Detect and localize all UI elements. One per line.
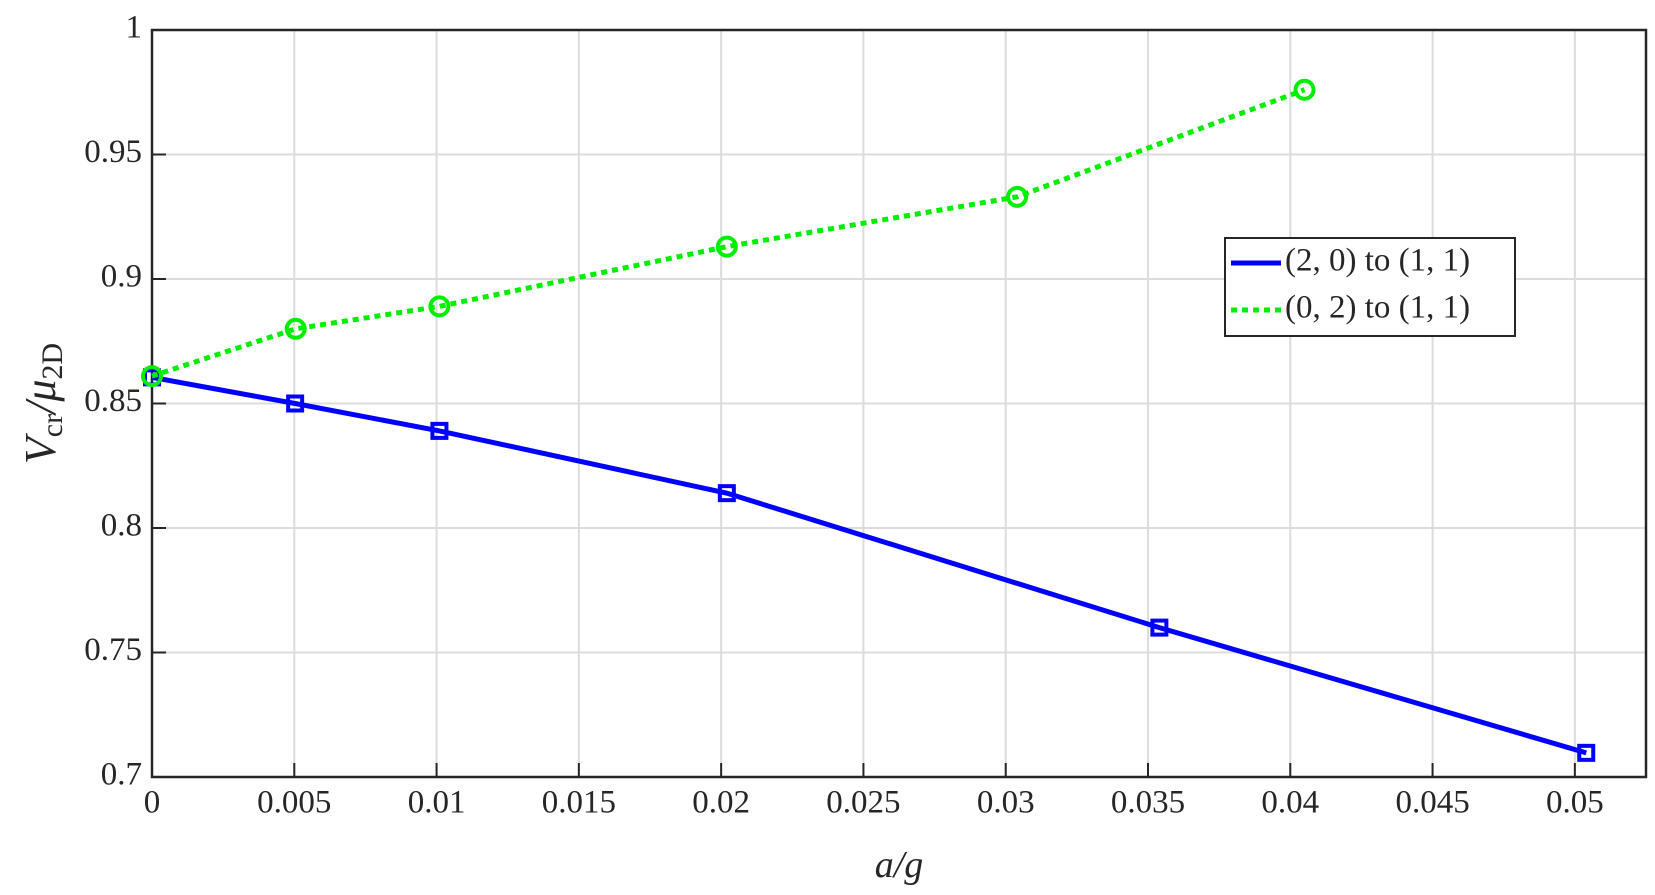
x-tick-label: 0.015 xyxy=(542,785,616,821)
y-label-part: V xyxy=(16,432,65,464)
y-tick-label: 0.75 xyxy=(84,632,142,668)
x-label-part: /g xyxy=(892,844,924,886)
y-tick-label: 0.85 xyxy=(84,383,142,419)
x-tick-label: 0.04 xyxy=(1261,785,1319,821)
marker xyxy=(284,317,307,340)
marker xyxy=(1006,185,1029,208)
series-line xyxy=(151,87,1306,379)
y-tick-label: 0.95 xyxy=(84,134,142,170)
x-tick-label: 0 xyxy=(144,785,161,821)
y-label-part: /μ xyxy=(16,380,65,417)
y-label-part: 2D xyxy=(36,343,69,380)
y-tick-label: 1 xyxy=(126,10,143,46)
marker xyxy=(286,394,305,413)
x-label-part: a xyxy=(875,844,894,886)
x-tick-label: 0.045 xyxy=(1395,785,1469,821)
marker xyxy=(717,484,736,503)
x-tick-label: 0.005 xyxy=(257,785,331,821)
y-axis-label: Vcr/μ2D xyxy=(16,343,69,464)
marker xyxy=(428,295,451,318)
marker xyxy=(430,421,449,440)
y-label-part: cr xyxy=(36,414,69,437)
legend-box xyxy=(1224,237,1516,337)
marker xyxy=(1293,78,1316,101)
marker xyxy=(141,365,163,388)
series-line xyxy=(151,374,1587,756)
x-tick-label: 0.025 xyxy=(826,785,900,821)
legend-label: (2, 0) to (1, 1) xyxy=(1285,243,1470,279)
marker xyxy=(1150,618,1169,637)
x-axis-label: a/g xyxy=(875,844,924,886)
plot-frame xyxy=(150,28,1648,779)
legend-label: (0, 2) to (1, 1) xyxy=(1285,290,1470,326)
marker xyxy=(1577,743,1596,762)
y-tick-label: 0.8 xyxy=(101,508,142,544)
x-tick-label: 0.02 xyxy=(692,785,750,821)
x-tick-label: 0.03 xyxy=(977,785,1035,821)
x-tick-label: 0.035 xyxy=(1111,785,1185,821)
marker xyxy=(715,235,738,258)
y-tick-label: 0.9 xyxy=(101,259,142,295)
y-tick-label: 0.7 xyxy=(101,757,142,793)
x-tick-label: 0.01 xyxy=(408,785,466,821)
x-tick-label: 0.05 xyxy=(1546,785,1604,821)
